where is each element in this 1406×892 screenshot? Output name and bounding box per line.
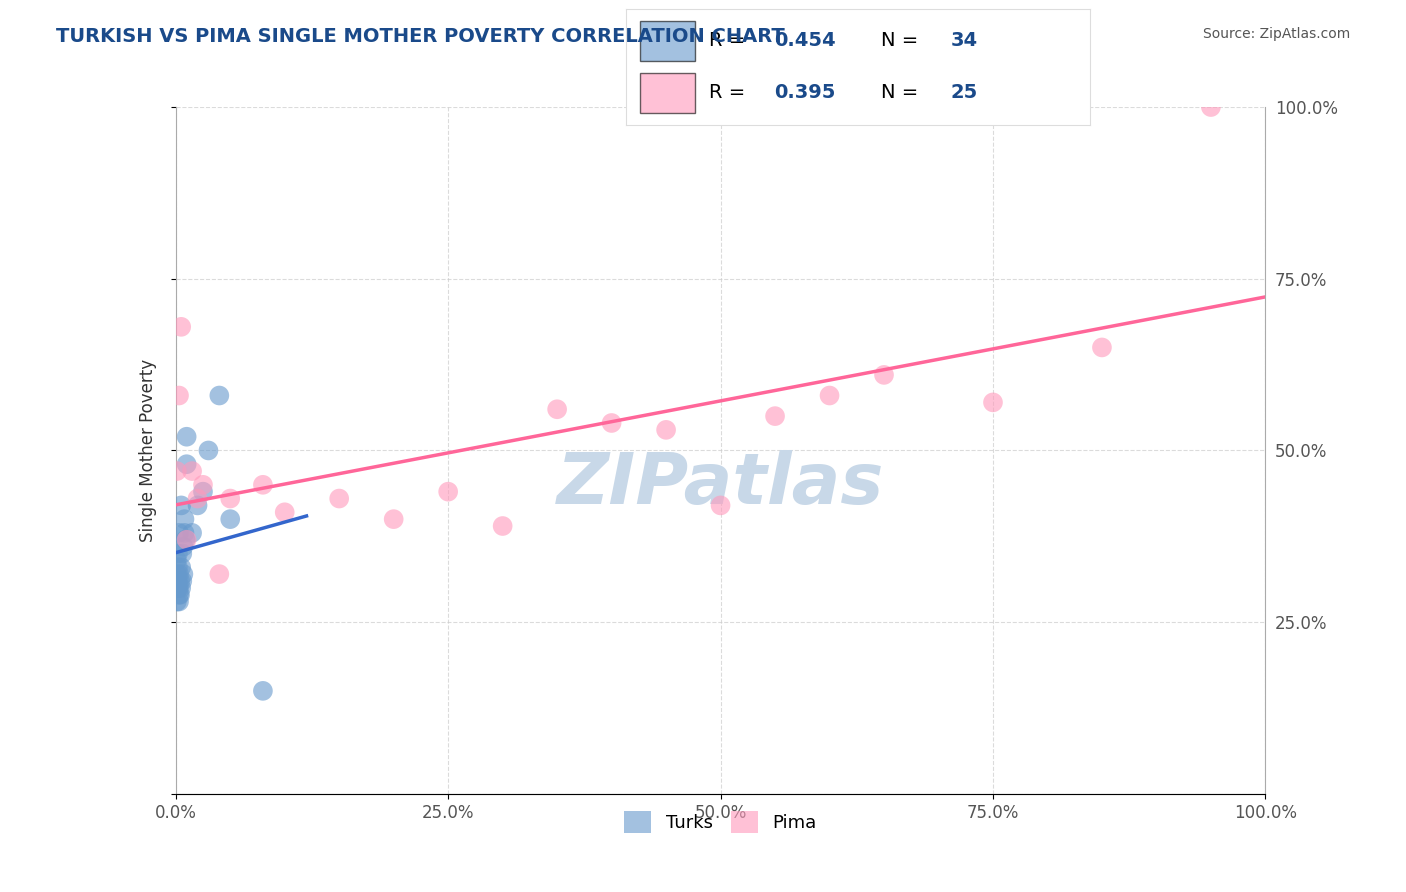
Point [600,416,623,430]
Text: 25: 25 [950,84,977,103]
Y-axis label: Single Mother Poverty: Single Mother Poverty [139,359,157,542]
Text: 34: 34 [950,31,977,50]
Point [167,560,190,574]
Point [181,525,204,540]
Legend: Turks, Pima: Turks, Pima [617,804,824,839]
Point [170,560,193,574]
Point [167,546,190,561]
Point [172,540,194,554]
Point [172,567,194,582]
Point [437,484,460,499]
Text: ZIPatlas: ZIPatlas [557,450,884,519]
Point [170,319,193,334]
Point [818,388,841,402]
Point [166,464,188,478]
Point [219,512,242,526]
Point [167,581,190,595]
Point [167,525,190,540]
Text: Source: ZipAtlas.com: Source: ZipAtlas.com [1202,27,1350,41]
FancyBboxPatch shape [640,73,695,113]
Point [167,594,190,608]
Point [191,478,214,492]
Point [173,512,195,526]
Point [873,368,896,382]
Point [172,546,194,561]
Point [208,567,231,582]
Point [166,594,188,608]
Text: TURKISH VS PIMA SINGLE MOTHER POVERTY CORRELATION CHART: TURKISH VS PIMA SINGLE MOTHER POVERTY CO… [56,27,785,45]
Point [382,512,405,526]
Point [546,402,568,417]
Point [167,388,190,402]
Point [186,491,209,506]
Point [191,484,214,499]
Point [328,491,350,506]
Point [655,423,678,437]
Point [169,574,191,588]
Point [492,519,515,533]
Point [172,574,194,588]
Text: R =: R = [709,84,752,103]
Point [252,478,274,492]
Point [1091,340,1114,354]
Point [1199,100,1222,114]
Point [167,581,190,595]
Text: N =: N = [880,31,924,50]
Point [166,567,188,582]
Point [763,409,786,423]
Point [167,574,190,588]
Point [981,395,1004,409]
Point [169,588,191,602]
Point [173,525,195,540]
Point [174,533,197,547]
Point [197,443,219,458]
Text: 0.454: 0.454 [775,31,835,50]
Point [219,491,242,506]
Point [167,588,190,602]
Point [208,388,231,402]
Point [176,457,198,471]
Text: N =: N = [880,84,924,103]
Point [166,581,188,595]
Text: R =: R = [709,31,752,50]
Point [170,581,193,595]
Text: 0.395: 0.395 [775,84,835,103]
Point [170,499,193,513]
Point [252,683,274,698]
Point [166,553,188,567]
FancyBboxPatch shape [640,21,695,61]
Point [274,505,297,519]
Point [176,533,198,547]
Point [186,499,209,513]
Point [181,464,204,478]
Point [176,430,198,444]
Point [710,499,733,513]
Point [167,567,190,582]
